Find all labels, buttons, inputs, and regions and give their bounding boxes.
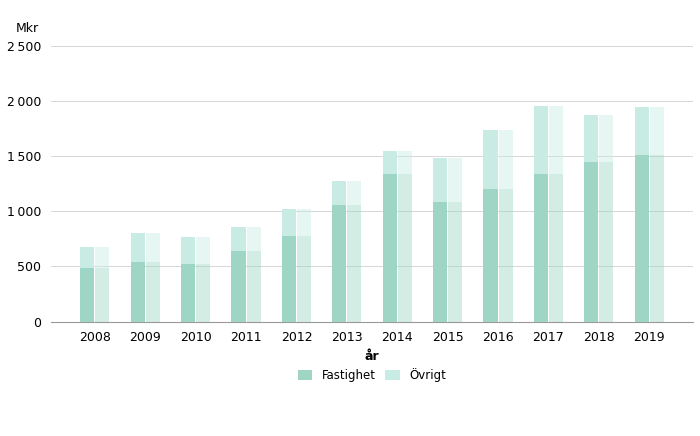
Bar	[383, 151, 397, 174]
Bar	[433, 201, 447, 321]
Bar	[80, 247, 94, 268]
Bar	[297, 209, 311, 236]
Bar	[347, 181, 361, 205]
Legend: Fastighet, Övrigt: Fastighet, Övrigt	[293, 364, 451, 387]
Bar	[383, 174, 397, 321]
Bar	[146, 262, 160, 321]
Bar	[181, 264, 195, 321]
Bar	[347, 205, 361, 321]
Bar	[599, 162, 613, 321]
Bar	[448, 201, 462, 321]
Bar	[246, 251, 260, 321]
Bar	[196, 264, 210, 321]
Bar	[650, 155, 664, 321]
Bar	[131, 262, 145, 321]
Text: Mkr: Mkr	[15, 22, 39, 35]
Bar	[534, 174, 548, 321]
Bar	[398, 174, 412, 321]
Bar	[282, 236, 296, 321]
Bar	[584, 115, 598, 162]
Bar	[181, 237, 195, 264]
Bar	[131, 234, 145, 262]
Bar	[484, 190, 498, 321]
Bar	[635, 107, 649, 155]
Bar	[498, 190, 512, 321]
Bar	[549, 106, 563, 174]
Bar	[650, 107, 664, 155]
Bar	[448, 157, 462, 201]
Bar	[232, 227, 246, 251]
Bar	[282, 209, 296, 236]
Bar	[433, 157, 447, 201]
Bar	[95, 268, 109, 321]
Bar	[332, 205, 346, 321]
Bar	[146, 234, 160, 262]
Bar	[398, 151, 412, 174]
Bar	[584, 162, 598, 321]
Bar	[498, 130, 512, 190]
Bar	[232, 251, 246, 321]
Bar	[196, 237, 210, 264]
Bar	[549, 174, 563, 321]
Bar	[297, 236, 311, 321]
Bar	[484, 130, 498, 190]
Bar	[599, 115, 613, 162]
X-axis label: år: år	[365, 350, 379, 363]
Bar	[332, 181, 346, 205]
Bar	[246, 227, 260, 251]
Bar	[95, 247, 109, 268]
Bar	[534, 106, 548, 174]
Bar	[635, 155, 649, 321]
Bar	[80, 268, 94, 321]
